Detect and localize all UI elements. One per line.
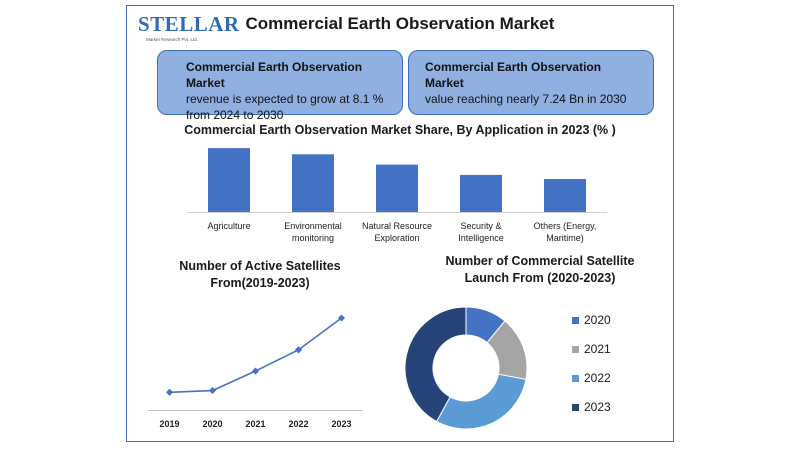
donut-slice-2022 <box>435 373 527 430</box>
line-point-0 <box>165 388 174 396</box>
donut-slice-2023 <box>404 306 467 423</box>
line-xtick-4: 2023 <box>331 419 351 429</box>
legend-item-2021: 2021 <box>572 341 652 370</box>
info-box-heading: Commercial Earth Observation Market <box>186 60 363 90</box>
logo-tagline: Market Research Pvt. Ltd. <box>146 37 199 42</box>
page-title: Commercial Earth Observation Market <box>245 14 555 33</box>
bar-1 <box>292 154 334 212</box>
legend-item-2022: 2022 <box>572 370 652 399</box>
bar-label-2: Natural Resource Exploration <box>362 221 432 243</box>
line-series <box>169 317 342 394</box>
legend-label: 2020 <box>584 313 611 327</box>
info-box-value: Commercial Earth Observation Market valu… <box>408 50 654 115</box>
line-xtick-2: 2021 <box>245 419 265 429</box>
legend-swatch <box>572 375 579 382</box>
company-logo: STELLAR Market Research Pvt. Ltd. <box>138 10 239 46</box>
donut-chart-title: Number of Commercial Satellite Launch Fr… <box>445 254 635 285</box>
bar-3 <box>460 174 502 212</box>
bar-label-1: Environmental monitoring <box>284 221 342 243</box>
bar-label-0: Agriculture <box>207 221 250 231</box>
legend-label: 2022 <box>584 371 611 385</box>
line-xtick-1: 2020 <box>202 419 222 429</box>
bar-chart-title: Commercial Earth Observation Market Shar… <box>184 123 616 137</box>
line-point-2 <box>251 367 260 375</box>
info-box-text: revenue is expected to grow at 8.1 % fro… <box>186 92 384 122</box>
legend-swatch <box>572 317 579 324</box>
legend-item-2023: 2023 <box>572 399 652 428</box>
bar-label-3: Security & Intelligence <box>458 221 504 243</box>
line-point-3 <box>294 346 303 354</box>
legend-swatch <box>572 404 579 411</box>
legend-label: 2023 <box>584 400 611 414</box>
info-box-text: value reaching nearly 7.24 Bn in 2030 <box>425 92 627 106</box>
bar-label-4: Others (Energy, Maritime) <box>534 221 597 243</box>
info-box-growth: Commercial Earth Observation Market reve… <box>157 50 403 122</box>
line-chart-title: Number of Active Satellites From(2019-20… <box>179 259 341 290</box>
legend-label: 2021 <box>584 342 611 356</box>
legend-swatch <box>572 346 579 353</box>
line-point-1 <box>208 387 217 395</box>
line-xtick-3: 2022 <box>288 419 308 429</box>
info-box-heading: Commercial Earth Observation Market <box>425 60 602 90</box>
logo-text: STELLAR <box>138 12 240 36</box>
bar-4 <box>544 179 586 212</box>
bar-2 <box>376 164 418 212</box>
legend-item-2020: 2020 <box>572 312 652 341</box>
line-xtick-0: 2019 <box>159 419 179 429</box>
donut-legend: 2020 2021 2022 2023 <box>572 312 652 428</box>
line-point-4 <box>337 314 346 322</box>
bar-0 <box>208 148 250 212</box>
